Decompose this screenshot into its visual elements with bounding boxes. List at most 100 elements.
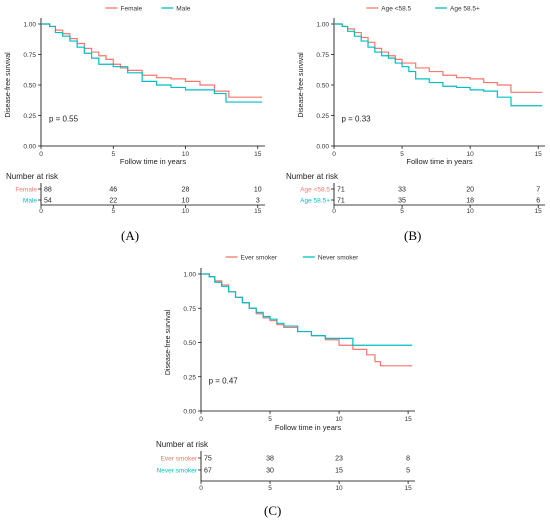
risk-table-title: Number at risk: [286, 172, 339, 181]
risk-x-tick-label: 10: [182, 208, 190, 215]
panel-label-b: (B): [404, 228, 422, 243]
x-tick-label: 15: [535, 151, 543, 158]
risk-row-label: Age 58.5+: [300, 198, 330, 205]
x-axis-label: Follow time in years: [406, 157, 473, 166]
y-tick-label: 0.25: [183, 374, 196, 381]
x-tick-label: 5: [268, 416, 272, 423]
legend-label-1: Never smoker: [318, 255, 359, 262]
x-tick-label: 0: [199, 416, 203, 423]
y-tick-label: 0.75: [23, 52, 36, 59]
km-chart-c: Ever smoker Never smoker 0.00 0.25 0.50 0.75 1…: [156, 255, 415, 492]
risk-x-tick-label: 5: [400, 208, 404, 215]
risk-value: 33: [398, 187, 406, 194]
legend: Ever smoker Never smoker: [225, 255, 359, 262]
risk-value: 35: [398, 198, 406, 205]
legend: Age <58.5 Age 58.5+: [366, 6, 480, 13]
x-axis-label: Follow time in years: [120, 157, 187, 166]
risk-x-tick-label: 5: [111, 208, 115, 215]
survival-curve-1: [201, 273, 413, 346]
x-tick-label: 10: [335, 416, 343, 423]
x-tick-label: 5: [400, 151, 404, 158]
y-tick-label: 0.00: [183, 409, 196, 416]
legend: Female Male: [105, 6, 191, 13]
x-tick-label: 10: [182, 151, 190, 158]
survival-curve-0: [334, 23, 543, 93]
risk-row-label: Male: [23, 198, 37, 205]
x-tick-label: 15: [254, 151, 262, 158]
x-tick-label: 0: [332, 151, 336, 158]
legend-label-1: Age 58.5+: [450, 6, 480, 13]
x-tick-label: 10: [467, 151, 475, 158]
risk-value: 23: [335, 456, 343, 463]
risk-x-tick-label: 10: [335, 485, 343, 492]
p-value: p = 0.33: [341, 115, 371, 124]
panel-c: Ever smoker Never smoker 0.00 0.25 0.50 0.75 1…: [150, 250, 420, 500]
km-chart-a: Female Male 0.00 0.25 0.50 0.75 1.00 0 5 10 15 Dise…: [5, 6, 265, 215]
p-value: p = 0.55: [49, 115, 79, 124]
risk-x-tick-label: 0: [199, 485, 203, 492]
y-tick-label: 0.00: [316, 144, 329, 151]
risk-value: 71: [337, 187, 345, 194]
risk-value: 30: [266, 468, 274, 475]
risk-value: 5: [406, 468, 410, 475]
legend-label-0: Ever smoker: [241, 255, 278, 262]
survival-curve-0: [41, 23, 263, 98]
y-tick-label: 0.00: [23, 144, 36, 151]
risk-value: 6: [536, 198, 540, 205]
y-tick-label: 1.00: [316, 22, 329, 29]
risk-value: 3: [256, 198, 260, 205]
y-tick-label: 1.00: [183, 272, 196, 279]
km-chart-b: Age <58.5 Age 58.5+ 0.00 0.25 0.50 0.75 1.00 0 5…: [286, 6, 545, 215]
risk-x-tick-label: 5: [268, 485, 272, 492]
y-tick-label: 0.25: [23, 113, 36, 120]
risk-value: 28: [182, 187, 190, 194]
risk-row-label: Ever smoker: [161, 456, 198, 463]
risk-value: 15: [335, 468, 343, 475]
risk-value: 75: [204, 456, 212, 463]
risk-value: 54: [44, 198, 52, 205]
y-axis-label: Disease-free survival: [5, 52, 12, 118]
y-tick-label: 0.75: [316, 52, 329, 59]
risk-value: 46: [109, 187, 117, 194]
risk-value: 71: [337, 198, 345, 205]
risk-x-tick-label: 0: [39, 208, 43, 215]
panel-b: Age <58.5 Age 58.5+ 0.00 0.25 0.50 0.75 1.00 0 5…: [280, 0, 550, 220]
risk-value: 18: [466, 198, 474, 205]
y-tick-label: 0.75: [183, 306, 196, 313]
risk-value: 10: [254, 187, 262, 194]
y-tick-label: 0.25: [316, 113, 329, 120]
risk-x-tick-label: 15: [404, 485, 412, 492]
risk-value: 22: [109, 198, 117, 205]
y-axis-label: Disease-free survival: [298, 52, 305, 118]
panel-label-c: (C): [264, 503, 282, 518]
y-tick-label: 0.50: [316, 83, 329, 90]
legend-label-1: Male: [176, 6, 190, 13]
x-tick-label: 5: [111, 151, 115, 158]
risk-x-tick-label: 0: [332, 208, 336, 215]
risk-row-label: Age <58.5: [300, 187, 330, 194]
y-tick-label: 0.50: [23, 83, 36, 90]
risk-table-title: Number at risk: [156, 440, 209, 449]
legend-label-0: Female: [121, 6, 143, 13]
risk-value: 67: [204, 468, 212, 475]
x-tick-label: 15: [404, 416, 412, 423]
y-tick-label: 0.50: [183, 340, 196, 347]
survival-curve-1: [41, 23, 263, 103]
risk-value: 10: [182, 198, 190, 205]
y-tick-label: 1.00: [23, 22, 36, 29]
risk-value: 88: [44, 187, 52, 194]
panel-a: Female Male 0.00 0.25 0.50 0.75 1.00 0 5 10 15 Dise…: [0, 0, 275, 220]
risk-row-label: Female: [15, 187, 37, 194]
risk-value: 20: [466, 187, 474, 194]
risk-value: 38: [266, 456, 274, 463]
risk-x-tick-label: 15: [535, 208, 543, 215]
x-tick-label: 0: [39, 151, 43, 158]
risk-value: 8: [406, 456, 410, 463]
p-value: p = 0.47: [209, 377, 239, 386]
risk-x-tick-label: 10: [467, 208, 475, 215]
y-axis-label: Disease-free survival: [165, 309, 172, 375]
risk-table-title: Number at risk: [6, 172, 59, 181]
legend-label-0: Age <58.5: [381, 6, 411, 13]
x-axis-label: Follow time in years: [275, 423, 342, 432]
survival-curve-1: [334, 23, 543, 107]
